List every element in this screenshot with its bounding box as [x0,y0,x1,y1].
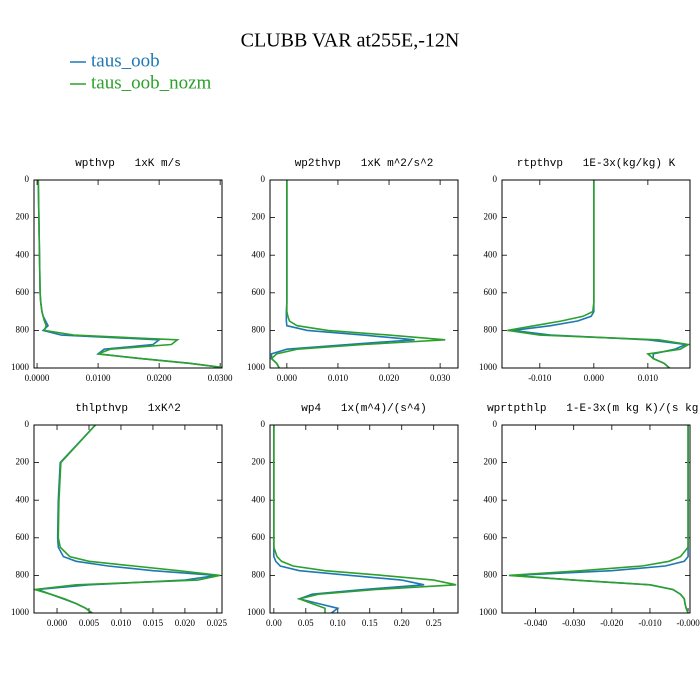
y-tick-label: 400 [252,494,266,504]
y-tick-label: 600 [16,532,30,542]
plot-frame [501,424,691,614]
plot-frame [269,424,459,614]
y-tick-label: 0 [493,174,498,184]
y-tick-label: 200 [16,457,30,467]
x-tick-label: 0.020 [175,618,196,628]
series-line [507,180,690,368]
y-tick-label: 400 [484,494,498,504]
y-tick-label: 0 [261,419,266,429]
y-tick-label: 800 [252,324,266,334]
y-tick-label: 200 [252,212,266,222]
y-tick-label: 1000 [247,607,266,617]
y-tick-label: 800 [16,569,30,579]
y-tick-label: 600 [484,287,498,297]
x-tick-label: 0.000 [47,618,68,628]
y-tick-label: 800 [484,324,498,334]
y-tick-label: 400 [16,494,30,504]
x-tick-label: 0.000 [277,373,298,383]
x-tick-label: 0.0000 [25,373,50,383]
x-tick-label: -0.020 [600,618,624,628]
y-tick-label: 1000 [479,607,498,617]
y-tick-label: 400 [484,249,498,259]
y-tick-label: 1000 [247,362,266,372]
y-tick-label: 800 [252,569,266,579]
y-tick-label: 600 [484,532,498,542]
y-tick-label: 1000 [11,362,30,372]
x-tick-label: 0.15 [362,618,378,628]
x-tick-label: 0.030 [430,373,451,383]
plot-frame [269,179,459,369]
x-tick-label: 0.005 [79,618,100,628]
plot-frame [33,424,223,614]
y-tick-label: 800 [16,324,30,334]
subplot-title: rtpthvp 1E-3x(kg/kg) K [517,158,676,170]
series-line [270,180,446,368]
subplot-title: wprtpthlp 1-E-3x(m kg K)/(s kg) [487,403,700,415]
x-tick-label: 0.20 [394,618,410,628]
x-tick-label: 0.010 [638,373,659,383]
subplot-title: wp2thvp 1xK m^2/s^2 [295,158,434,170]
series-line [37,180,222,368]
legend-label: taus_oob_nozm [91,72,212,93]
y-tick-label: 0 [25,174,30,184]
series-line [508,425,689,613]
y-tick-label: 600 [16,287,30,297]
y-tick-label: 0 [493,419,498,429]
x-tick-label: 0.020 [379,373,400,383]
y-tick-label: 0 [261,174,266,184]
x-tick-label: 0.0300 [208,373,233,383]
x-tick-label: 0.25 [426,618,442,628]
series-line [273,425,457,613]
x-tick-label: 0.05 [298,618,314,628]
x-tick-label: 0.025 [207,618,228,628]
x-tick-label: 0.10 [330,618,346,628]
y-tick-label: 200 [252,457,266,467]
x-tick-label: -0.010 [638,618,662,628]
x-tick-label: 0.000 [584,373,605,383]
y-tick-label: 1000 [479,362,498,372]
subplot-title: thlpthvp 1xK^2 [75,403,181,415]
y-tick-label: 200 [484,212,498,222]
y-tick-label: 600 [252,532,266,542]
y-tick-label: 400 [252,249,266,259]
x-tick-label: -0.010 [528,373,552,383]
x-tick-label: 0.0100 [86,373,111,383]
y-tick-label: 200 [484,457,498,467]
y-tick-label: 1000 [11,607,30,617]
subplot-title: wp4 1x(m^4)/(s^4) [301,403,426,415]
x-tick-label: 0.010 [328,373,349,383]
x-tick-label: -0.000 [676,618,700,628]
series-line [34,425,221,613]
y-tick-label: 800 [484,569,498,579]
y-tick-label: 400 [16,249,30,259]
y-tick-label: 600 [252,287,266,297]
subplot-title: wpthvp 1xK m/s [75,158,181,170]
x-tick-label: -0.030 [562,618,586,628]
plot-frame [33,179,223,369]
y-tick-label: 0 [25,419,30,429]
x-tick-label: 0.00 [266,618,282,628]
x-tick-label: 0.0200 [147,373,172,383]
x-tick-label: 0.015 [143,618,164,628]
x-tick-label: 0.010 [111,618,132,628]
legend-label: taus_oob [91,50,160,71]
plot-frame [501,179,691,369]
y-tick-label: 200 [16,212,30,222]
figure-title: CLUBB VAR at255E,-12N [241,30,460,52]
x-tick-label: -0.040 [524,618,548,628]
